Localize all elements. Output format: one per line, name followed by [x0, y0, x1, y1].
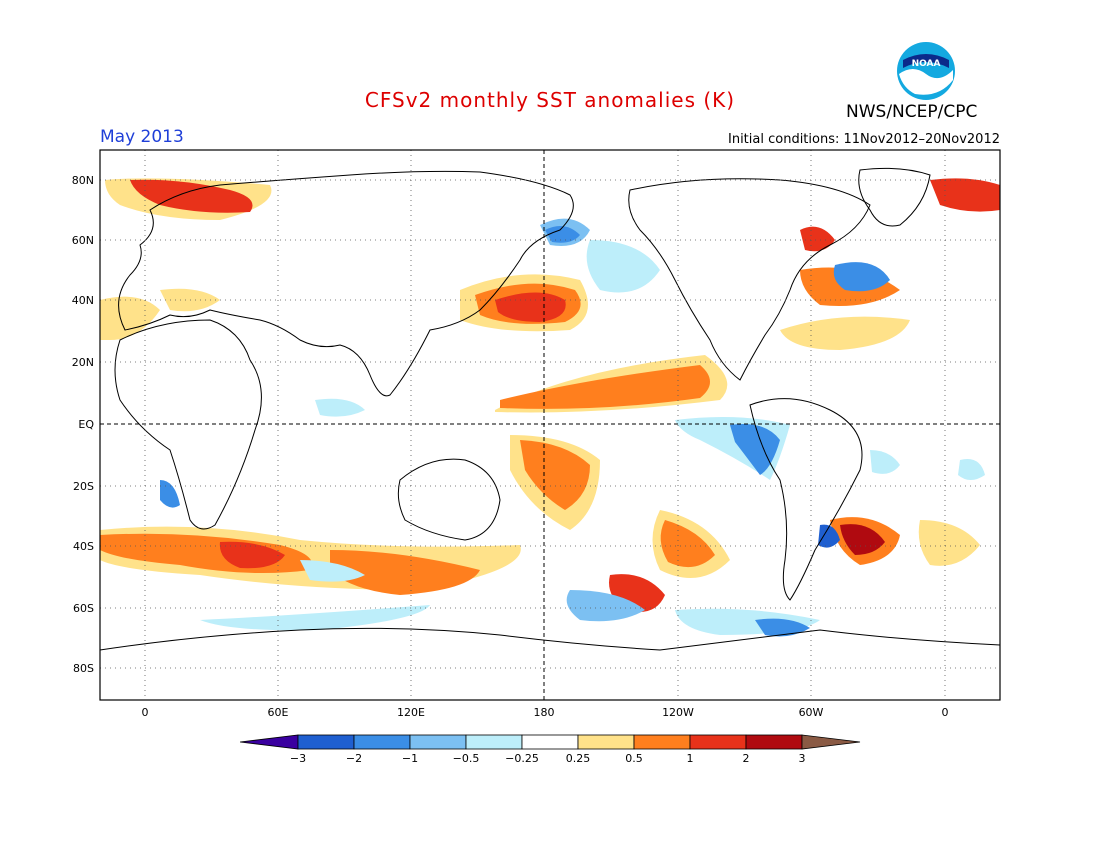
- agency-label: NWS/NCEP/CPC: [846, 102, 978, 122]
- lat-label: 20N: [72, 356, 94, 369]
- lon-label: 60E: [268, 706, 289, 719]
- colorbar-segment: [689, 734, 747, 750]
- lat-label: 80S: [73, 662, 94, 675]
- lat-label: 40S: [73, 540, 94, 553]
- colorbar-tick-label: 0.5: [625, 752, 643, 765]
- lat-label: EQ: [78, 418, 94, 431]
- chart-title: CFSv2 monthly SST anomalies (K): [364, 88, 736, 112]
- forecast-month: May 2013: [100, 127, 184, 147]
- colorbar-tick-label: −1: [402, 752, 418, 765]
- colorbar-segment: [633, 734, 691, 750]
- colorbar-tick-label: 2: [743, 752, 750, 765]
- lat-label: 60N: [72, 234, 94, 247]
- colorbar-tick-label: −3: [290, 752, 306, 765]
- noaa-logo-icon: NOAA: [897, 42, 955, 100]
- colorbar-segment: [745, 734, 803, 750]
- initial-conditions: Initial conditions: 11Nov2012–20Nov2012: [728, 132, 1000, 147]
- colorbar-segment: [353, 734, 411, 750]
- colorbar-tick-label: 0.25: [566, 752, 591, 765]
- sst-anomaly-map: 80N 60N 40N 20N EQ 20S 40S 60S 80S 0 60E…: [72, 149, 1001, 719]
- colorbar-tick-label: 1: [687, 752, 694, 765]
- colorbar-arrow-low: [240, 734, 299, 750]
- lon-label: 60W: [799, 706, 824, 719]
- coastlines: [99, 167, 1001, 701]
- lon-label: 120E: [397, 706, 425, 719]
- colorbar-segment: [521, 734, 579, 750]
- colorbar-tick-label: −0.25: [505, 752, 539, 765]
- lat-label: 40N: [72, 294, 94, 307]
- anomaly-field: [100, 178, 1000, 637]
- colorbar-tick-label: −0.5: [453, 752, 480, 765]
- equator-dateline: [100, 150, 1000, 700]
- grid-lines: [100, 150, 1000, 700]
- colorbar-segment: [409, 734, 467, 750]
- noaa-logo-text: NOAA: [912, 59, 941, 69]
- colorbar-legend: −3 −2 −1 −0.5 −0.25 0.25 0.5 1 2 3: [240, 734, 861, 765]
- colorbar-segment: [297, 734, 355, 750]
- lat-label: 80N: [72, 174, 94, 187]
- colorbar-segment: [577, 734, 635, 750]
- lon-label: 0: [942, 706, 949, 719]
- lat-label: 20S: [73, 480, 94, 493]
- colorbar-arrow-high: [801, 734, 861, 750]
- colorbar-segment: [465, 734, 523, 750]
- lon-label: 180: [534, 706, 555, 719]
- lon-label: 120W: [662, 706, 694, 719]
- colorbar-tick-label: 3: [799, 752, 806, 765]
- longitude-labels: 0 60E 120E 180 120W 60W 0: [142, 706, 949, 719]
- latitude-labels: 80N 60N 40N 20N EQ 20S 40S 60S 80S: [72, 174, 95, 675]
- map-frame: [99, 149, 1001, 701]
- lon-label: 0: [142, 706, 149, 719]
- lat-label: 60S: [73, 602, 94, 615]
- colorbar-tick-label: −2: [346, 752, 362, 765]
